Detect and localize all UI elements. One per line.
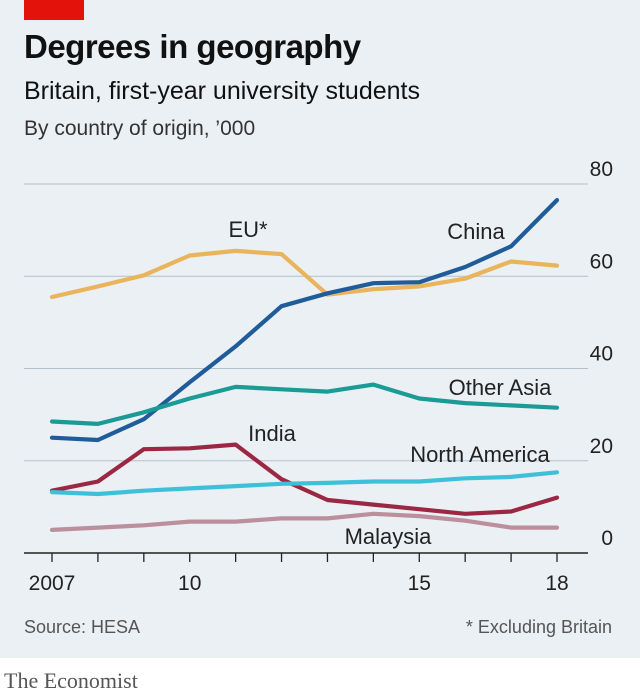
series-line-north-america bbox=[49, 470, 560, 497]
series-label: Other Asia bbox=[449, 375, 552, 400]
publisher-brand: The Economist bbox=[4, 668, 138, 693]
chart-unit: By country of origin, ’000 bbox=[24, 117, 256, 140]
series-line-india bbox=[49, 442, 560, 516]
series-line-other-asia bbox=[49, 382, 560, 426]
y-tick-label: 20 bbox=[590, 435, 613, 458]
x-tick-label: 18 bbox=[545, 572, 568, 595]
series-label: China bbox=[447, 219, 505, 244]
series-label: Malaysia bbox=[345, 524, 433, 549]
chart-title: Degrees in geography bbox=[24, 28, 361, 65]
series-label: India bbox=[248, 421, 296, 446]
x-tick-label: 10 bbox=[178, 572, 201, 595]
y-tick-label: 0 bbox=[601, 527, 613, 550]
chart-subtitle: Britain, first-year university students bbox=[24, 77, 420, 105]
footnote: * Excluding Britain bbox=[465, 617, 612, 637]
series-line-china bbox=[49, 198, 560, 443]
series-label: North America bbox=[410, 442, 550, 467]
series-line-malaysia bbox=[49, 511, 560, 533]
series-label: EU* bbox=[228, 217, 268, 242]
line-chart: 0 20 40 60 80 2007 10 15 18 EU* China Other Asia Ind… bbox=[24, 158, 613, 595]
chart-panel bbox=[0, 0, 640, 658]
brand-red-tag bbox=[24, 0, 84, 20]
x-tick-label: 15 bbox=[408, 572, 431, 595]
source-note: Source: HESA bbox=[24, 617, 141, 637]
series-line-eu bbox=[49, 248, 560, 300]
x-tick-label: 2007 bbox=[29, 572, 76, 595]
y-tick-label: 60 bbox=[590, 250, 613, 273]
y-tick-label: 80 bbox=[590, 158, 613, 181]
y-tick-label: 40 bbox=[590, 343, 613, 366]
